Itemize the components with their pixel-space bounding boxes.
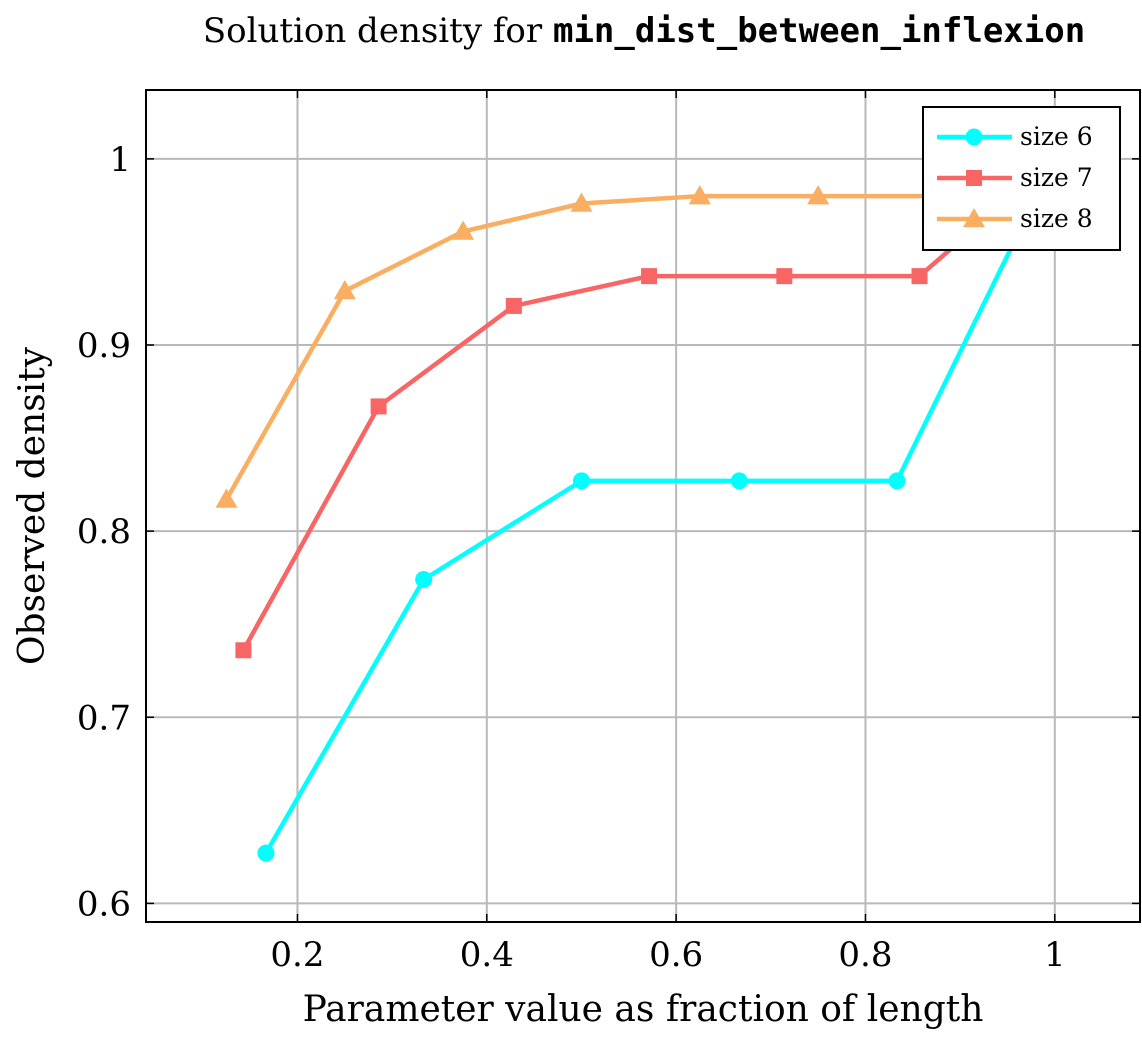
legend-item-size-7: size 7 [937,163,1093,192]
legend-marker [963,208,985,228]
data-point-size-7 [370,398,387,415]
x-tick-label: 0.6 [649,935,703,975]
chart-title-code: min_dist_between_inflexion [553,11,1085,51]
data-point-size-8 [452,220,475,240]
y-tick-label: 1 [109,140,131,180]
legend-label: size 6 [1020,122,1093,151]
x-tick-label: 0.8 [838,935,892,975]
data-point-size-7 [776,268,793,285]
data-point-size-8 [688,185,711,205]
x-tick-label: 0.4 [460,935,514,975]
data-point-size-8 [215,488,238,508]
legend-item-size-6: size 6 [937,122,1093,151]
y-tick-label: 0.7 [77,698,131,738]
x-tick-labels: 0.2 0.4 0.6 0.8 1 [270,935,1065,975]
data-point-size-8 [333,280,356,300]
x-tick-label: 0.2 [270,935,324,975]
x-tick-label: 1 [1044,935,1066,975]
y-tick-labels: 0.6 0.7 0.8 0.9 1 [77,140,131,925]
grid [146,90,1140,922]
legend-marker [965,128,983,146]
legend-label: size 8 [1020,204,1093,233]
legend-item-size-8: size 8 [937,204,1093,233]
y-axis-label: Observed density [12,346,53,665]
y-tick-label: 0.8 [77,512,131,552]
data-point-size-7 [505,297,522,314]
y-tick-label: 0.6 [77,884,131,924]
data-point-size-6 [415,571,433,589]
data-point-size-6 [730,472,748,490]
series-line-size-6 [263,157,1057,855]
chart-title: Solution density for min_dist_between_in… [203,11,1085,51]
data-point-size-8 [807,185,830,205]
legend-label: size 7 [1020,163,1093,192]
legend: size 6 size 7 size 8 [922,106,1121,251]
data-point-size-6 [572,472,590,490]
data-point-size-7 [641,268,658,285]
y-tick-label: 0.9 [77,326,131,366]
data-point-size-8 [570,192,593,212]
data-point-size-6 [888,472,906,490]
series-line-size-8 [224,193,1055,501]
chart-title-prefix: Solution density for [203,11,553,51]
series-size-7 [235,150,1063,659]
data-point-size-7 [911,268,928,285]
legend-marker [966,170,982,186]
series-layer [215,150,1066,862]
data-point-size-6 [257,844,275,862]
x-axis-label: Parameter value as fraction of length [303,989,984,1030]
plot-frame [145,89,1141,923]
data-point-size-7 [235,642,252,659]
